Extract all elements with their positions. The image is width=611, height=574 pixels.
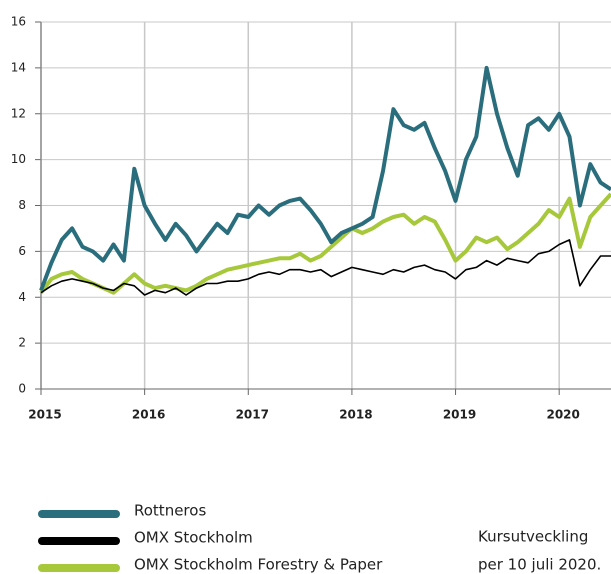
y-tick-label: 4 bbox=[18, 290, 26, 304]
y-tick-label: 16 bbox=[11, 15, 26, 29]
annotation: per 10 juli 2020. bbox=[478, 556, 601, 574]
x-tick-label: 2018 bbox=[339, 408, 372, 422]
legend-label: OMX Stockholm Forestry & Paper bbox=[134, 556, 383, 574]
y-tick-label: 8 bbox=[18, 198, 26, 212]
y-tick-label: 10 bbox=[11, 152, 26, 166]
series-line bbox=[40, 239, 611, 296]
series-line bbox=[39, 192, 611, 295]
y-tick-label: 2 bbox=[18, 336, 26, 350]
y-tick-label: 14 bbox=[11, 60, 26, 74]
legend-label: OMX Stockholm bbox=[134, 529, 253, 547]
y-tick-label: 12 bbox=[11, 106, 26, 120]
y-tick-label: 6 bbox=[18, 244, 26, 258]
y-tick-label: 0 bbox=[18, 382, 26, 396]
x-tick-label: 2020 bbox=[546, 408, 579, 422]
x-tick-label: 2019 bbox=[443, 408, 476, 422]
series-line bbox=[39, 65, 611, 292]
x-tick-label: 2016 bbox=[132, 408, 165, 422]
x-tick-label: 2015 bbox=[28, 408, 61, 422]
legend-label: Rottneros bbox=[134, 502, 206, 520]
x-tick-label: 2017 bbox=[236, 408, 269, 422]
annotation: Kursutveckling bbox=[478, 528, 588, 546]
